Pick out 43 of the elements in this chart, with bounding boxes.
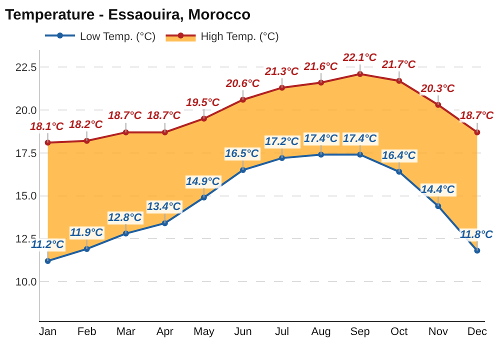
data-label: 18.7°C bbox=[147, 110, 182, 122]
x-tick-label: May bbox=[194, 326, 215, 338]
data-label: 14.9°C bbox=[186, 176, 221, 188]
data-label: 17.2°C bbox=[265, 136, 300, 148]
data-label: 17.4°C bbox=[343, 133, 378, 145]
data-label: 18.7°C bbox=[460, 110, 495, 122]
y-tick-label: 17.5 bbox=[15, 148, 37, 160]
x-tick-label: Oct bbox=[390, 326, 408, 338]
x-tick-label: Nov bbox=[428, 326, 448, 338]
y-tick-label: 10.0 bbox=[15, 276, 37, 288]
data-label: 12.8°C bbox=[108, 212, 143, 224]
data-label: 22.1°C bbox=[342, 52, 378, 64]
data-label: 21.3°C bbox=[264, 66, 300, 78]
x-tick-label: Jul bbox=[274, 326, 290, 338]
data-label: 18.1°C bbox=[30, 121, 65, 133]
data-label: 19.5°C bbox=[186, 97, 221, 109]
x-tick-label: Apr bbox=[156, 326, 174, 338]
data-label: 11.8°C bbox=[460, 229, 494, 241]
y-tick-label: 20.0 bbox=[15, 104, 37, 117]
data-label: 18.2°C bbox=[69, 119, 104, 131]
data-label: 11.9°C bbox=[70, 227, 104, 239]
x-tick-label: Jun bbox=[234, 326, 252, 338]
x-tick-label: Mar bbox=[116, 326, 136, 338]
data-label: 16.5°C bbox=[225, 148, 260, 160]
x-tick-label: Aug bbox=[311, 326, 331, 338]
legend-label: Low Temp. (°C) bbox=[80, 30, 156, 43]
data-label: 13.4°C bbox=[147, 201, 182, 213]
x-tick-label: Dec bbox=[467, 326, 488, 338]
data-label: 21.7°C bbox=[381, 59, 417, 71]
data-label: 16.4°C bbox=[382, 150, 417, 162]
x-tick-label: Sep bbox=[350, 326, 370, 338]
data-label: 20.6°C bbox=[225, 78, 261, 90]
y-tick-label: 15.0 bbox=[15, 190, 37, 203]
data-label: 14.4°C bbox=[421, 184, 456, 196]
data-label: 20.3°C bbox=[420, 83, 456, 95]
y-tick-label: 22.5 bbox=[15, 62, 37, 74]
x-tick-label: Jan bbox=[38, 326, 57, 338]
legend-label: High Temp. (°C) bbox=[200, 30, 279, 43]
x-tick-label: Feb bbox=[77, 326, 96, 338]
data-label: 18.7°C bbox=[108, 110, 143, 122]
data-label: 21.6°C bbox=[303, 61, 339, 73]
data-label: 17.4°C bbox=[304, 133, 339, 145]
chart-title: Temperature - Essaouira, Morocco bbox=[5, 6, 251, 24]
